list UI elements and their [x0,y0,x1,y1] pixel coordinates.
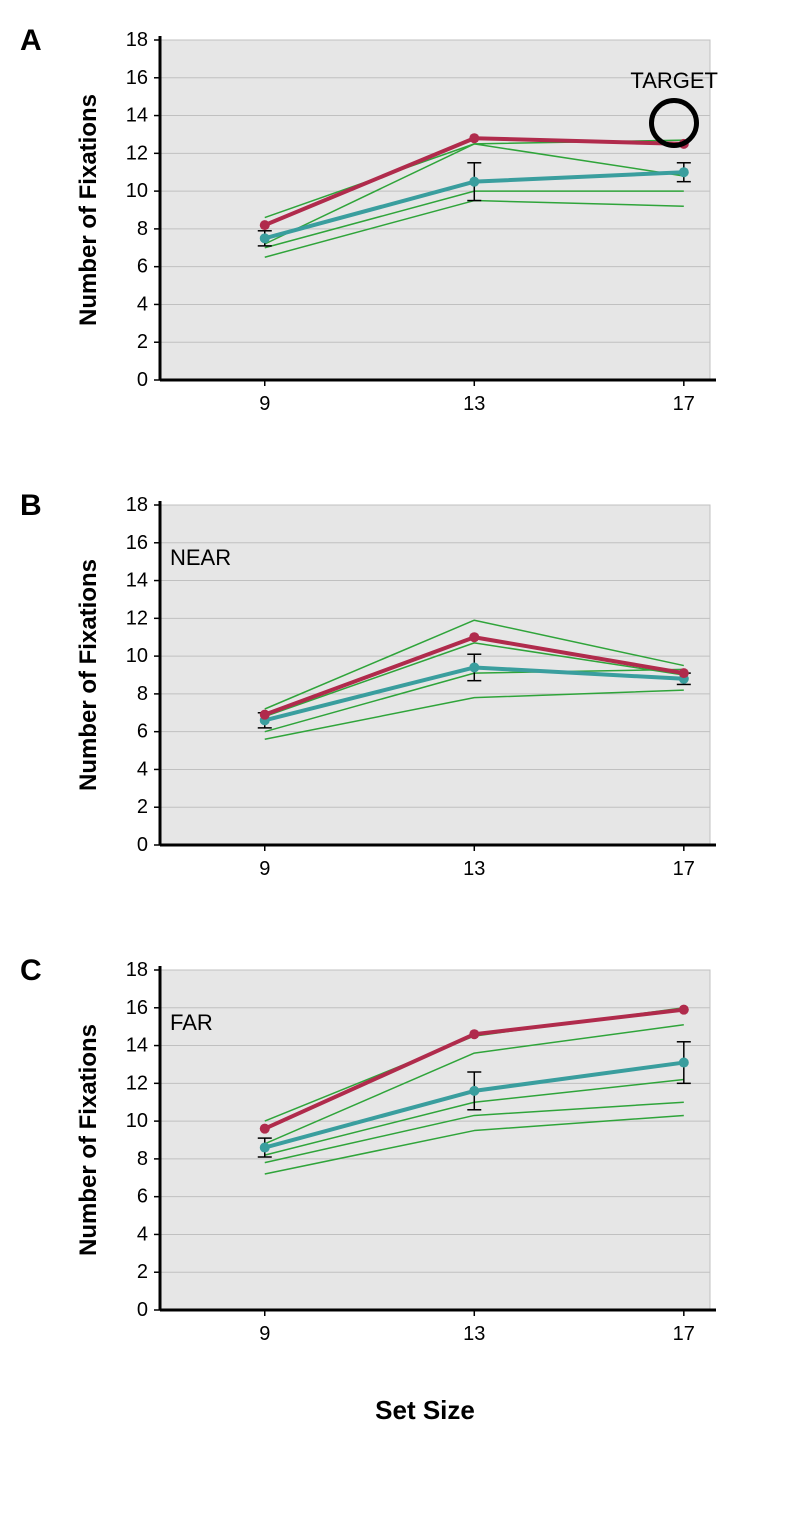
svg-text:6: 6 [137,1186,148,1208]
svg-text:10: 10 [126,645,148,667]
chart-b: 0 2 4 6 8 10 12 14 16 18 9 13 17 Number of Fixations [70,485,730,905]
svg-text:12: 12 [126,142,148,164]
svg-text:2: 2 [137,796,148,818]
svg-text:16: 16 [126,532,148,554]
panel-label: NEAR [170,545,231,571]
svg-text:0: 0 [137,369,148,391]
svg-text:4: 4 [137,758,148,780]
svg-text:Number of Fixations: Number of Fixations [75,559,102,791]
svg-text:14: 14 [126,570,148,592]
svg-text:13: 13 [463,393,485,415]
panel-c: C 0 2 4 6 8 10 12 14 16 18 9 13 17 Number of Fixations… [20,950,780,1375]
svg-text:9: 9 [259,393,270,415]
chart-wrap: 0 2 4 6 8 10 12 14 16 18 9 13 17 Number of Fixations N… [70,485,730,910]
svg-text:Number of Fixations: Number of Fixations [75,1024,102,1256]
svg-text:0: 0 [137,1299,148,1321]
x-axis-title: Set Size [70,1395,780,1426]
svg-text:18: 18 [126,494,148,516]
svg-text:4: 4 [137,293,148,315]
svg-text:17: 17 [673,1323,695,1345]
svg-text:9: 9 [259,858,270,880]
panel-letter: B [20,485,60,523]
svg-text:8: 8 [137,1148,148,1170]
svg-text:4: 4 [137,1223,148,1245]
svg-text:2: 2 [137,331,148,353]
svg-text:14: 14 [126,1035,148,1057]
panel-label: TARGET [630,68,718,148]
svg-text:8: 8 [137,218,148,240]
svg-text:14: 14 [126,105,148,127]
svg-text:6: 6 [137,256,148,278]
chart-c: 0 2 4 6 8 10 12 14 16 18 9 13 17 Number of Fixations [70,950,730,1370]
svg-text:0: 0 [137,834,148,856]
panel-letter: A [20,20,60,58]
svg-text:17: 17 [673,858,695,880]
svg-text:6: 6 [137,721,148,743]
svg-text:13: 13 [463,858,485,880]
chart-wrap: 0 2 4 6 8 10 12 14 16 18 9 13 17 Number of Fixations T… [70,20,730,445]
svg-text:8: 8 [137,683,148,705]
panel-a: A 0 2 4 6 8 10 12 14 16 18 9 13 17 Number of Fixations… [20,20,780,445]
svg-text:18: 18 [126,959,148,981]
svg-text:10: 10 [126,1110,148,1132]
chart-wrap: 0 2 4 6 8 10 12 14 16 18 9 13 17 Number of Fixations F… [70,950,730,1375]
svg-text:2: 2 [137,1261,148,1283]
panel-b: B 0 2 4 6 8 10 12 14 16 18 9 13 17 Number of Fixations… [20,485,780,910]
svg-text:17: 17 [673,393,695,415]
svg-text:9: 9 [259,1323,270,1345]
figure: A 0 2 4 6 8 10 12 14 16 18 9 13 17 Number of Fixations… [20,20,780,1426]
svg-text:12: 12 [126,607,148,629]
svg-text:18: 18 [126,29,148,51]
panel-label: FAR [170,1010,213,1036]
panel-letter: C [20,950,60,988]
svg-text:12: 12 [126,1072,148,1094]
svg-text:16: 16 [126,997,148,1019]
svg-text:Number of Fixations: Number of Fixations [75,94,102,326]
svg-text:16: 16 [126,67,148,89]
svg-text:10: 10 [126,180,148,202]
svg-text:13: 13 [463,1323,485,1345]
target-circle-icon [649,98,699,148]
